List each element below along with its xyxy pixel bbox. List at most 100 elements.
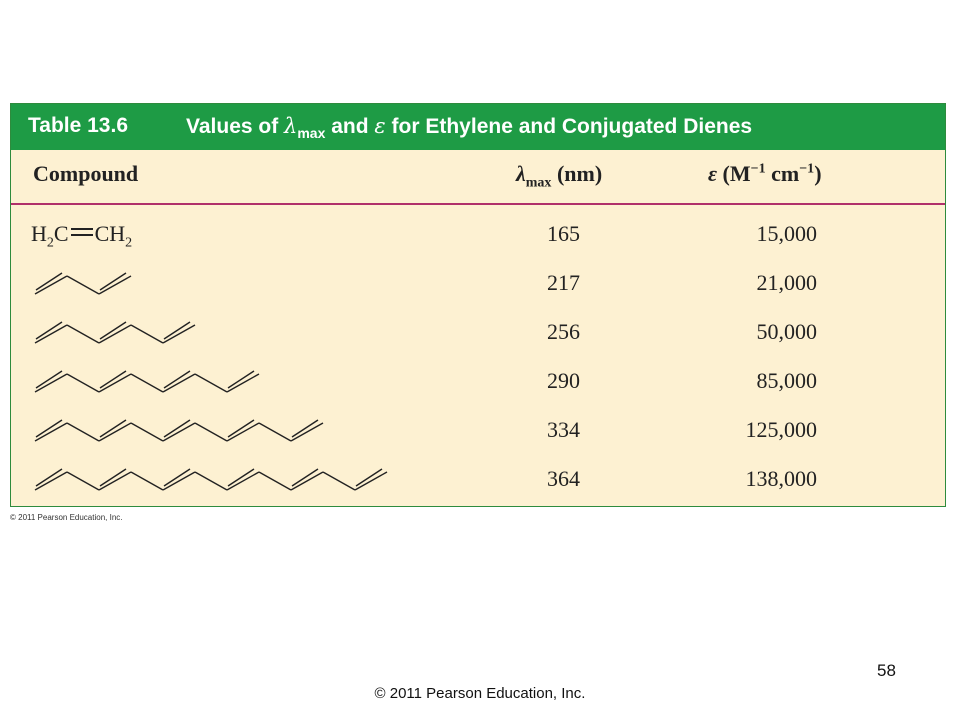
lambda-max-value: 217 <box>547 270 580 295</box>
column-header-epsilon: ε (M−1 cm−1) <box>708 161 822 187</box>
epsilon-unit-close: ) <box>814 161 822 186</box>
double-bond-line <box>227 419 255 438</box>
double-bond-line <box>35 370 63 389</box>
epsilon-value: 138,000 <box>745 466 818 491</box>
column-header-lambda-max: λmax (nm) <box>516 161 602 191</box>
lambda-unit: (nm) <box>551 161 603 186</box>
double-bond-line <box>34 422 68 442</box>
title-lambda-symbol: λ <box>284 114 298 138</box>
double-bond-line <box>35 419 63 438</box>
epsilon-value: 21,000 <box>756 270 818 295</box>
double-bond-line <box>227 370 255 389</box>
double-bond-line <box>98 275 132 295</box>
epsilon-exponent-1: −1 <box>750 161 766 177</box>
single-bond-line <box>130 324 164 344</box>
double-bond-line <box>34 373 68 393</box>
double-bond-glyph <box>70 228 93 236</box>
double-bond-line <box>99 272 127 291</box>
title-epsilon-symbol: ε <box>374 114 386 138</box>
double-bond-line <box>227 468 255 487</box>
skeletal-structure-hexaene <box>34 468 388 491</box>
single-bond-line <box>66 422 100 442</box>
double-bond-line <box>98 373 132 393</box>
double-bond-line <box>354 471 388 491</box>
double-bond-line <box>34 324 68 344</box>
single-bond-line <box>66 373 100 393</box>
formula-sub-2: 2 <box>125 235 133 251</box>
double-bond-line <box>290 422 324 442</box>
double-bond-line <box>163 468 191 487</box>
skeletal-structure-diene <box>34 272 132 295</box>
double-bond-line <box>163 370 191 389</box>
single-bond-line <box>322 471 356 491</box>
column-header-compound: Compound <box>33 161 139 186</box>
title-text-1: Values of <box>186 115 285 138</box>
double-bond-line <box>98 471 132 491</box>
single-bond-line <box>130 422 164 442</box>
ethylene-formula: H2C CH2 <box>31 221 132 251</box>
header-divider <box>11 203 945 205</box>
double-bond-line <box>162 422 196 442</box>
single-bond-line <box>66 275 100 295</box>
table-row: 334 125,000 <box>11 417 945 465</box>
footer-credit: © 2011 Pearson Education, Inc. <box>374 685 586 702</box>
lambda-max-value: 290 <box>547 368 580 393</box>
epsilon-value: 85,000 <box>756 368 818 393</box>
table-row: 256 50,000 <box>11 319 945 367</box>
single-bond-line <box>66 324 100 344</box>
double-bond-line <box>162 324 196 344</box>
single-bond-line <box>130 373 164 393</box>
single-bond-line <box>258 422 292 442</box>
double-bond-line <box>226 373 260 393</box>
epsilon-value: 15,000 <box>756 221 818 246</box>
title-lambda-subscript: max <box>297 125 326 142</box>
double-bond-line <box>162 471 196 491</box>
table-row: 364 138,000 <box>11 466 945 514</box>
lambda-max-value: 334 <box>547 417 580 442</box>
formula-sub-1: 2 <box>46 235 54 251</box>
double-bond-line <box>34 471 68 491</box>
single-bond-line <box>130 471 164 491</box>
double-bond-line <box>355 468 383 487</box>
double-bond-line <box>99 321 127 340</box>
epsilon-symbol: ε <box>708 161 718 186</box>
double-bond-line <box>291 468 319 487</box>
table-title: Values of λmax and ε for Ethylene and Co… <box>186 114 752 141</box>
table-row: H2C CH2 165 15,000 <box>11 221 945 269</box>
double-bond-line <box>99 370 127 389</box>
title-text-2: and <box>325 115 375 138</box>
single-bond-line <box>194 471 228 491</box>
single-bond-line <box>66 471 100 491</box>
epsilon-value: 125,000 <box>745 417 818 442</box>
double-bond-line <box>35 272 63 291</box>
table-number: Table 13.6 <box>28 114 128 137</box>
double-bond-line <box>98 324 132 344</box>
lambda-max-value: 364 <box>547 466 580 491</box>
double-bond-line <box>98 422 132 442</box>
double-bond-line <box>34 275 68 295</box>
table-credit: © 2011 Pearson Education, Inc. <box>10 513 123 522</box>
double-bond-line <box>226 471 260 491</box>
epsilon-value: 50,000 <box>756 319 818 344</box>
page-number: 58 <box>877 661 896 680</box>
single-bond-line <box>194 422 228 442</box>
table-row: 217 21,000 <box>11 270 945 318</box>
lambda-subscript: max <box>525 175 552 191</box>
formula-c1: C <box>53 221 69 246</box>
epsilon-exponent-2: −1 <box>799 161 815 177</box>
double-bond-line <box>291 419 319 438</box>
skeletal-structure-triene <box>34 321 196 344</box>
double-bond-line <box>226 422 260 442</box>
single-bond-line <box>194 373 228 393</box>
skeletal-structure-pentaene <box>34 419 324 442</box>
double-bond-line <box>163 419 191 438</box>
single-bond-line <box>258 471 292 491</box>
table-header-bar: Table 13.6 Values of λmax and ε for Ethy… <box>11 104 945 150</box>
formula-h: H <box>31 221 47 246</box>
lambda-max-value: 165 <box>547 221 580 246</box>
lambda-symbol: λ <box>516 161 526 186</box>
double-bond-line <box>35 321 63 340</box>
double-bond-line <box>290 471 324 491</box>
epsilon-unit-m: (M <box>717 161 751 186</box>
double-bond-line <box>35 468 63 487</box>
